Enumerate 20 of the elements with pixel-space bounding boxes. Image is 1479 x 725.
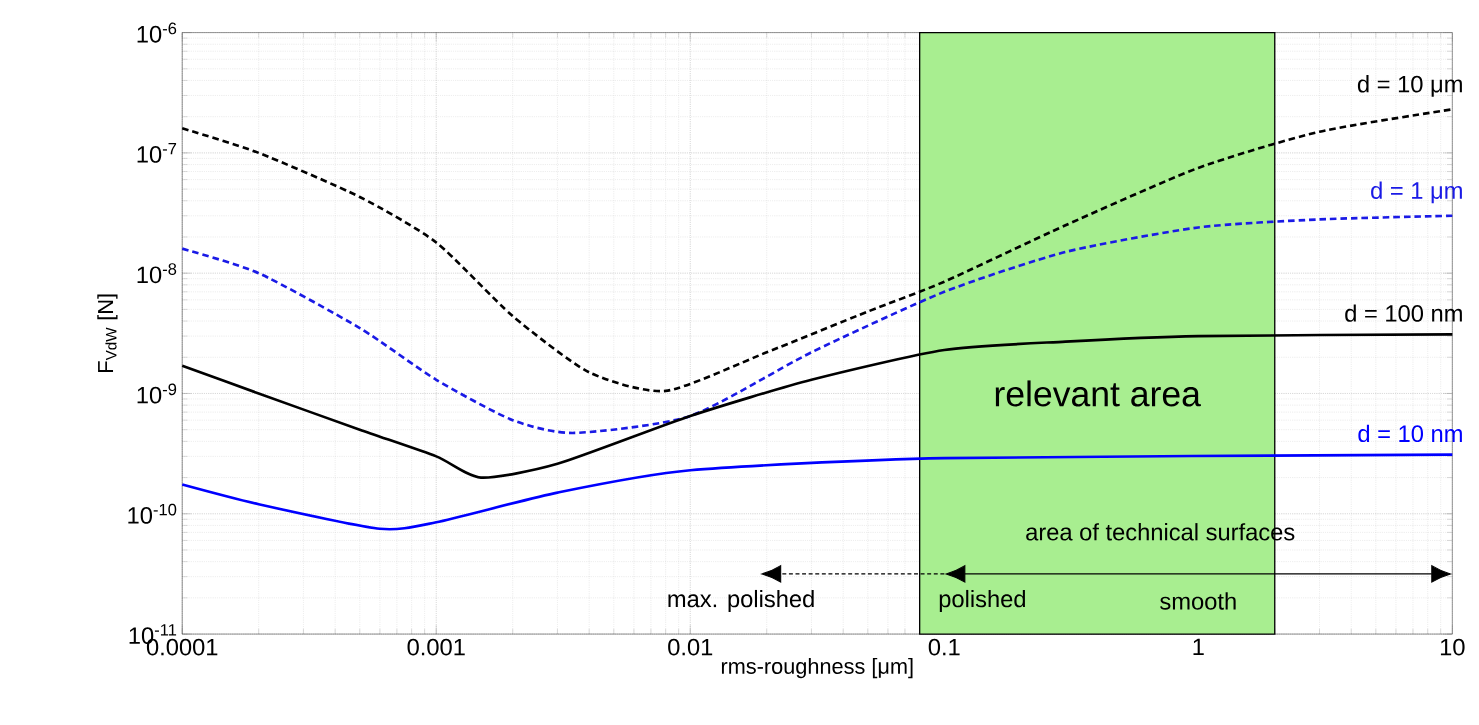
series-label: d = 1 μm xyxy=(1371,181,1462,204)
x-tick-label: 0.1 xyxy=(928,638,960,656)
annotation: smooth xyxy=(1160,592,1236,610)
y-tick-label: 10$^{-9}$ xyxy=(137,383,177,404)
series-label: d = 10 nm xyxy=(1358,424,1462,443)
y-tick-label: 10$^{-8}$ xyxy=(137,263,177,284)
series-label: d = 10 μm xyxy=(1357,75,1462,97)
y-axis-title: F$_{VdW}$ [N] xyxy=(97,294,118,372)
series-label: d = 100 nm xyxy=(1345,304,1462,322)
band-label: relevant area xyxy=(995,380,1201,407)
x-tick-label: 1 xyxy=(1193,638,1204,656)
annotation: polished xyxy=(939,589,1025,613)
y-tick-label: 10$^{-7}$ xyxy=(137,143,177,163)
y-tick-label: 10$^{-6}$ xyxy=(137,22,177,43)
x-tick-label: 0.01 xyxy=(668,638,713,656)
x-axis-title: rms-roughness [μm] xyxy=(721,658,913,679)
x-tick-label: 0.001 xyxy=(407,638,465,656)
annotation: max. polished xyxy=(668,589,814,613)
y-tick-label: 10$^{-10}$ xyxy=(128,503,177,524)
x-tick-label: 10 xyxy=(1440,638,1465,656)
